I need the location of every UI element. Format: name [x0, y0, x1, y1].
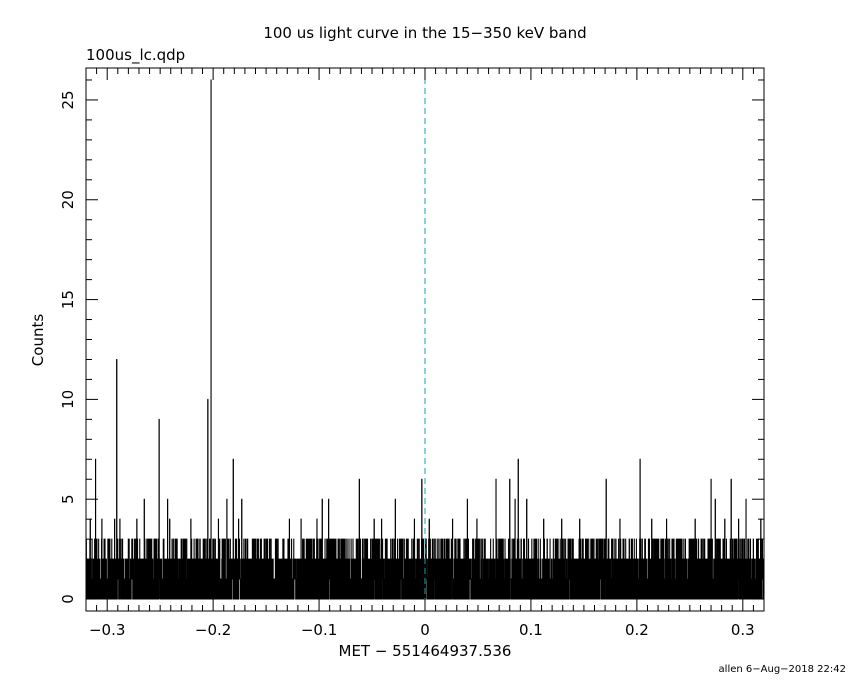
plot-area	[85, 79, 765, 600]
y-tick-label: 5	[59, 494, 77, 504]
x-axis-label: MET − 551464937.536	[339, 642, 512, 660]
x-tick-label: −0.1	[301, 621, 337, 639]
x-tick-label: −0.3	[89, 621, 125, 639]
x-tick-label: 0.2	[625, 621, 649, 639]
file-label: 100us_lc.qdp	[86, 46, 185, 65]
light-curve-series	[85, 79, 765, 600]
footer-stamp: allen 6−Aug−2018 22:42	[719, 664, 846, 675]
x-tick-label: 0.1	[519, 621, 543, 639]
y-tick-label: 0	[59, 594, 77, 604]
x-tick-label: 0.3	[731, 621, 755, 639]
y-tick-label: 10	[59, 390, 77, 409]
y-tick-label: 25	[59, 90, 77, 109]
y-tick-label: 15	[59, 290, 77, 309]
y-tick-label: 20	[59, 190, 77, 209]
x-tick-label: 0	[420, 621, 430, 639]
x-axis: −0.3 −0.2 −0.1 0 0.1 0.2 0.3	[85, 68, 765, 639]
y-axis: 0 5 10 15 20 25	[59, 79, 764, 604]
chart-title: 100 us light curve in the 15−350 keV ban…	[263, 24, 586, 42]
x-tick-label: −0.2	[195, 621, 231, 639]
y-axis-label: Counts	[29, 314, 47, 367]
